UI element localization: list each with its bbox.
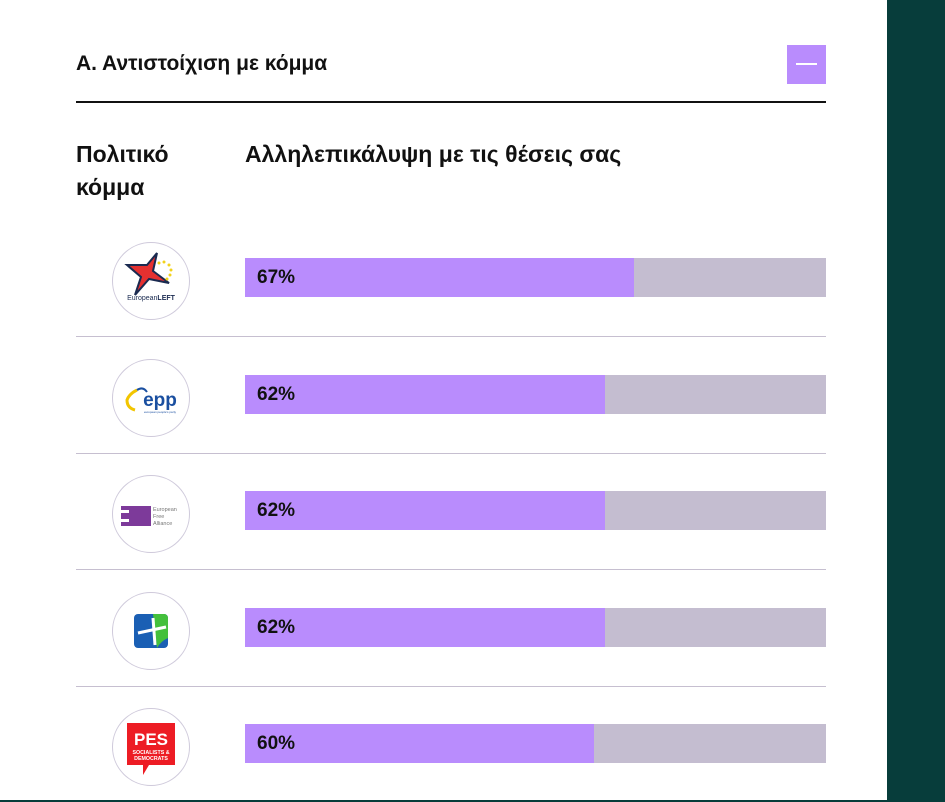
party-logo: PES SOCIALISTS & DEMOCRATS	[112, 708, 190, 786]
minus-icon	[796, 63, 817, 65]
party-row: EuropeanLEFT 67%	[76, 220, 826, 337]
column-header-party: Πολιτικό κόμμα	[76, 141, 169, 200]
divider	[76, 101, 826, 103]
overlap-percent: 60%	[257, 733, 296, 754]
section-title: Α. Αντιστοίχιση με κόμμα	[76, 52, 328, 75]
overlap-bar: 62%	[245, 607, 826, 647]
party-row: epp european people's party 62%	[76, 337, 826, 454]
overlap-percent: 67%	[257, 267, 296, 288]
overlap-percent: 62%	[257, 616, 296, 638]
overlap-bar: 67%	[245, 258, 826, 297]
party-logo	[112, 591, 190, 670]
party-logo: European Free Alliance	[112, 475, 190, 553]
overlap-percent: 62%	[257, 500, 296, 521]
svg-text:Alliance: Alliance	[153, 521, 172, 527]
svg-text:Free: Free	[153, 514, 164, 520]
overlap-bar-fill	[245, 258, 635, 297]
party-row: European Free Alliance 62%	[76, 453, 826, 570]
svg-text:European: European	[153, 507, 177, 513]
overlap-percent: 62%	[257, 383, 296, 405]
overlap-bar-fill	[245, 607, 606, 647]
overlap-bar-fill	[245, 374, 606, 414]
overlap-bar: 60%	[245, 724, 826, 763]
svg-text:epp: epp	[143, 390, 177, 411]
svg-text:european people's party: european people's party	[144, 410, 177, 414]
party-match-panel: Α. Αντιστοίχιση με κόμμα Πολιτικό κόμμα …	[0, 0, 887, 800]
overlap-bar-fill	[245, 724, 594, 763]
party-logo: epp european people's party	[112, 358, 190, 437]
collapse-button[interactable]	[787, 45, 826, 84]
svg-text:EuropeanLEFT: EuropeanLEFT	[127, 295, 176, 302]
svg-text:SOCIALISTS &: SOCIALISTS &	[132, 750, 169, 756]
svg-text:PES: PES	[134, 730, 168, 749]
overlap-bar: 62%	[245, 374, 826, 414]
overlap-bar: 62%	[245, 491, 826, 530]
party-row: PES SOCIALISTS & DEMOCRATS 60%	[76, 686, 826, 802]
party-row: 62%	[76, 570, 826, 687]
party-logo: EuropeanLEFT	[112, 242, 190, 320]
svg-text:DEMOCRATS: DEMOCRATS	[134, 756, 168, 762]
overlap-bar-fill	[245, 491, 606, 530]
column-header-overlap: Αλληλεπικάλυψη με τις θέσεις σας	[245, 141, 622, 167]
